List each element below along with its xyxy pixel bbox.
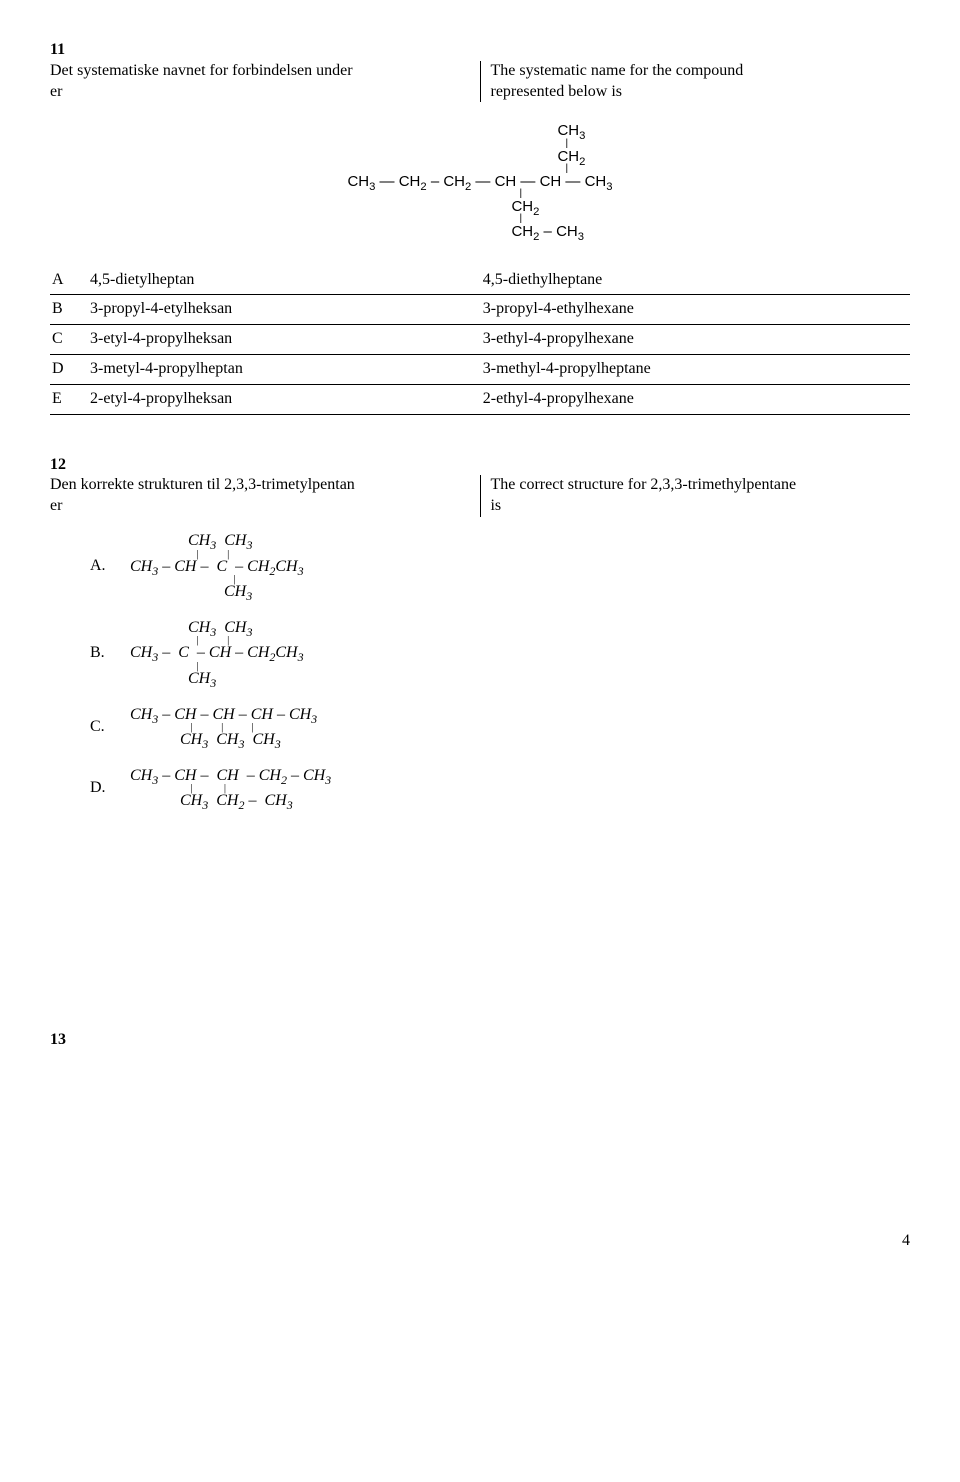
q12-prompt-no: Den korrekte strukturen til 2,3,3-trimet… [50, 475, 470, 517]
answer-no: 2-etyl-4-propylheksan [88, 384, 481, 414]
answer-letter: D [50, 355, 88, 385]
q12-no-line2: er [50, 497, 62, 514]
q11-prompt-no: Det systematiske navnet for forbindelsen… [50, 61, 470, 103]
q13-number: 13 [50, 1030, 910, 1051]
question-13: 13 [50, 1030, 910, 1051]
answer-letter: E [50, 384, 88, 414]
q11-answer-table: A 4,5-dietylheptan 4,5-diethylheptane B … [50, 266, 910, 415]
answer-letter: C [50, 325, 88, 355]
table-row: C 3-etyl-4-propylheksan 3-ethyl-4-propyl… [50, 325, 910, 355]
option-letter: B. [90, 643, 130, 664]
option-c-structure: CH3 – CH – CH – CH – CH3 | | | CH3 CH3 C… [130, 706, 317, 749]
answer-no: 3-etyl-4-propylheksan [88, 325, 481, 355]
q11-en-line2: represented below is [490, 83, 622, 100]
q11-prompt: Det systematiske navnet for forbindelsen… [50, 61, 910, 103]
table-row: E 2-etyl-4-propylheksan 2-ethyl-4-propyl… [50, 384, 910, 414]
option-b-structure: CH3 CH3 | | CH3 – C – CH – CH2CH3 | CH3 [130, 619, 304, 688]
q12-no-line1: Den korrekte strukturen til 2,3,3-trimet… [50, 476, 355, 493]
q11-no-line2: er [50, 83, 62, 100]
answer-no: 3-propyl-4-etylheksan [88, 295, 481, 325]
q12-en-line1: The correct structure for 2,3,3-trimethy… [490, 476, 796, 493]
option-a-structure: CH3 CH3 | | CH3 – CH – C – CH2CH3 | CH3 [130, 532, 304, 601]
q12-options: A. CH3 CH3 | | CH3 – CH – C – CH2CH3 | C… [90, 532, 910, 810]
answer-no: 3-metyl-4-propylheptan [88, 355, 481, 385]
column-divider [480, 61, 481, 103]
option-letter: C. [90, 717, 130, 738]
answer-letter: A [50, 266, 88, 295]
q12-prompt: Den korrekte strukturen til 2,3,3-trimet… [50, 475, 910, 517]
question-11: 11 Det systematiske navnet for forbindel… [50, 40, 910, 415]
option-a: A. CH3 CH3 | | CH3 – CH – C – CH2CH3 | C… [90, 532, 910, 601]
option-d-structure: CH3 – CH – CH – CH2 – CH3 | | CH3 CH2 – … [130, 767, 331, 810]
answer-no: 4,5-dietylheptan [88, 266, 481, 295]
option-letter: D. [90, 778, 130, 799]
q11-number: 11 [50, 40, 910, 61]
answer-en: 4,5-diethylheptane [481, 266, 910, 295]
q12-number: 12 [50, 455, 910, 476]
page-number: 4 [50, 1231, 910, 1252]
answer-en: 3-ethyl-4-propylhexane [481, 325, 910, 355]
option-letter: A. [90, 556, 130, 577]
q12-en-line2: is [490, 497, 501, 514]
table-row: B 3-propyl-4-etylheksan 3-propyl-4-ethyl… [50, 295, 910, 325]
option-b: B. CH3 CH3 | | CH3 – C – CH – CH2CH3 | C… [90, 619, 910, 688]
q11-prompt-en: The systematic name for the compound rep… [490, 61, 910, 103]
answer-en: 3-propyl-4-ethylhexane [481, 295, 910, 325]
answer-letter: B [50, 295, 88, 325]
q12-prompt-en: The correct structure for 2,3,3-trimethy… [490, 475, 910, 517]
option-d: D. CH3 – CH – CH – CH2 – CH3 | | CH3 CH2… [90, 767, 910, 810]
column-divider [480, 475, 481, 517]
answer-en: 3-methyl-4-propylheptane [481, 355, 910, 385]
q11-no-line1: Det systematiske navnet for forbindelsen… [50, 62, 353, 79]
option-c: C. CH3 – CH – CH – CH – CH3 | | | CH3 CH… [90, 706, 910, 749]
table-row: A 4,5-dietylheptan 4,5-diethylheptane [50, 266, 910, 295]
question-12: 12 Den korrekte strukturen til 2,3,3-tri… [50, 455, 910, 810]
q11-structure: CH3 | CH2 | CH3 — CH2 – CH2 — CH — CH — … [50, 122, 910, 240]
table-row: D 3-metyl-4-propylheptan 3-methyl-4-prop… [50, 355, 910, 385]
q11-en-line1: The systematic name for the compound [490, 62, 743, 79]
answer-en: 2-ethyl-4-propylhexane [481, 384, 910, 414]
